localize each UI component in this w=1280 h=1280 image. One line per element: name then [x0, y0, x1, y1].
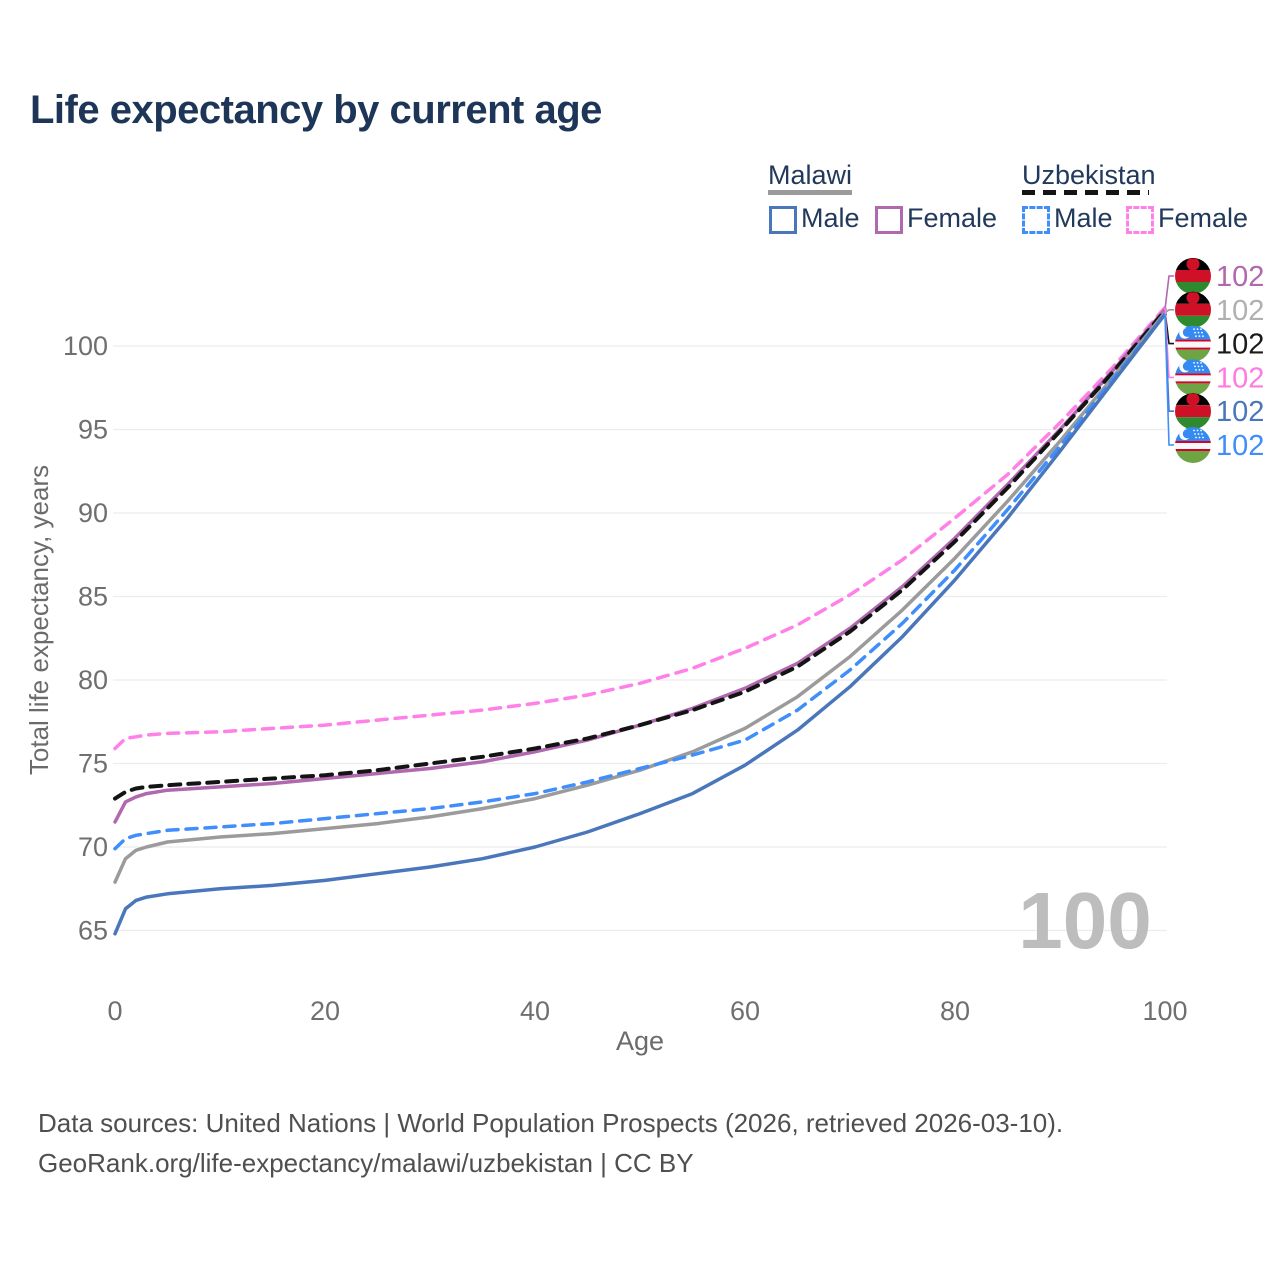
end-label-connector: [1164, 314, 1174, 446]
x-tick-label: 60: [730, 996, 760, 1026]
y-axis-title: Total life expectancy, years: [24, 465, 54, 775]
x-axis-title: Age: [616, 1026, 664, 1056]
legend-group-malawi-label: Malawi: [768, 160, 853, 190]
y-tick-label: 80: [78, 665, 108, 695]
plot-area[interactable]: [113, 300, 1167, 932]
end-label-value-uzbekistan: 102: [1216, 329, 1264, 361]
legend-label-malawi-female: Female: [907, 203, 998, 233]
legend-malawi-line-sample: [768, 190, 852, 195]
legend-uzbekistan-line-sample: [1022, 190, 1149, 195]
end-label-value-uzbekistan-male: 102: [1216, 430, 1264, 462]
legend-checkbox-uzbekistan-female[interactable]: [1126, 206, 1154, 234]
age-watermark: 100: [1018, 876, 1151, 965]
legend-label-uzbekistan-male: Male: [1054, 203, 1113, 233]
page-title: Life expectancy by current age: [30, 88, 602, 132]
legend-checkbox-malawi-male[interactable]: [769, 206, 797, 234]
end-label-connector: [1164, 275, 1174, 310]
end-label-value-malawi: 102: [1216, 295, 1264, 327]
y-tick-label: 75: [78, 749, 108, 779]
legend-label-malawi-male: Male: [801, 203, 860, 233]
x-tick-label: 80: [940, 996, 970, 1026]
attribution-url-text: GeoRank.org/life-expectancy/malawi/uzbek…: [38, 1148, 694, 1178]
y-tick-label: 95: [78, 415, 108, 445]
x-tick-label: 20: [310, 996, 340, 1026]
x-tick-label: 0: [107, 996, 122, 1026]
x-tick-label: 100: [1142, 996, 1187, 1026]
malawi-flag-icon: [1175, 291, 1211, 328]
uzbekistan-flag-icon: [1175, 427, 1211, 463]
legend-checkbox-uzbekistan-male[interactable]: [1022, 206, 1050, 234]
x-tick-label: 40: [520, 996, 550, 1026]
malawi-flag-icon: [1175, 393, 1211, 430]
legend-group-uzbekistan-label: Uzbekistan: [1022, 160, 1156, 190]
uzbekistan-flag-icon: [1175, 359, 1211, 396]
data-sources-text: Data sources: United Nations | World Pop…: [38, 1108, 1064, 1138]
end-label-connector: [1164, 309, 1174, 314]
end-label-value-malawi-male: 102: [1216, 396, 1264, 428]
series-line-uzbekistan: [113, 308, 1167, 801]
y-tick-label: 100: [63, 331, 108, 361]
y-tick-label: 90: [78, 498, 108, 528]
series-line-malawi: [113, 310, 1167, 884]
uzbekistan-flag-icon: [1175, 325, 1211, 362]
end-label-value-malawi-female: 102: [1216, 261, 1264, 293]
legend-checkbox-malawi-female[interactable]: [875, 206, 903, 234]
malawi-flag-icon: [1175, 258, 1211, 294]
end-label-value-uzbekistan-female: 102: [1216, 362, 1264, 394]
legend-label-uzbekistan-female: Female: [1158, 203, 1249, 233]
series-line-malawi-female: [113, 307, 1167, 824]
y-tick-label: 85: [78, 582, 108, 612]
series-line-malawi-male: [113, 312, 1167, 936]
series-line-uzbekistan-female: [113, 305, 1167, 751]
y-tick-label: 70: [78, 832, 108, 862]
y-tick-label: 65: [78, 916, 108, 946]
